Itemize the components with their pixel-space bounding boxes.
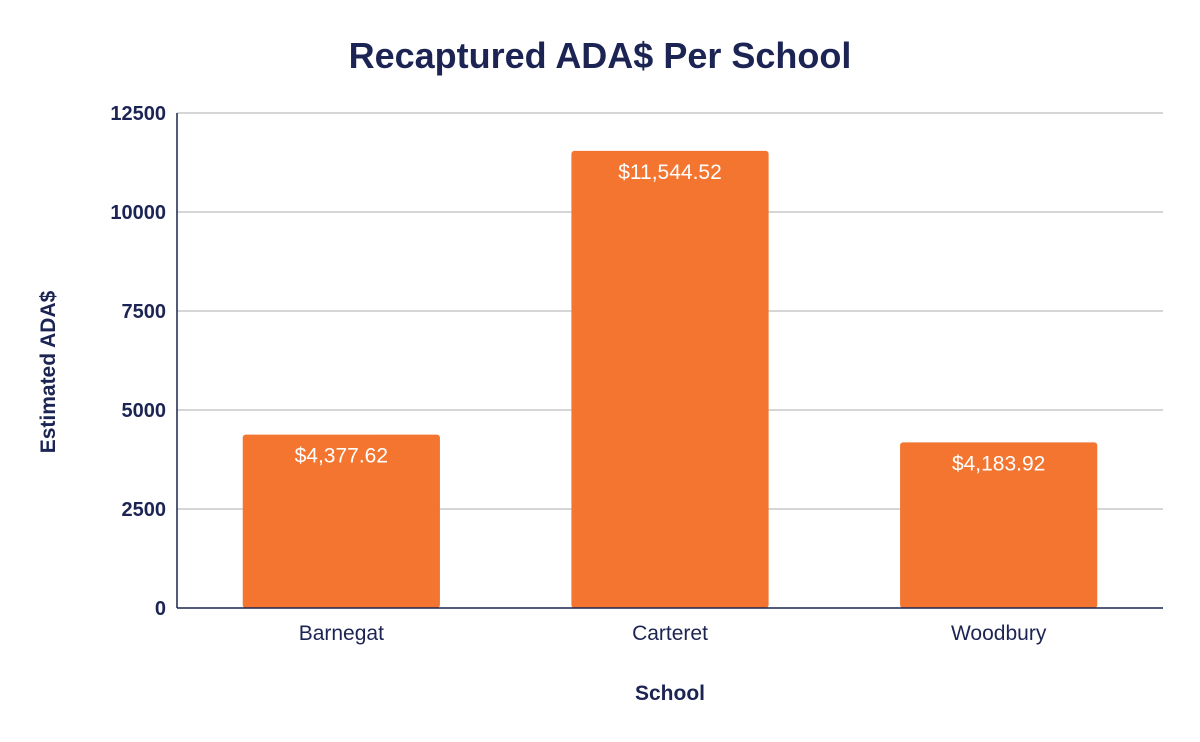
y-axis-title: Estimated ADA$ — [37, 290, 60, 453]
data-label-carteret: $11,544.52 — [618, 161, 722, 184]
y-tick-label: 0 — [155, 598, 166, 620]
x-tick-label: Woodbury — [951, 622, 1047, 645]
data-labels: $4,377.62 $11,544.52 $4,183.92 — [295, 161, 1046, 475]
y-tick-label: 12500 — [110, 103, 166, 125]
bar-woodbury — [900, 442, 1098, 608]
bars — [242, 150, 1098, 608]
data-label-barnegat: $4,377.62 — [295, 445, 388, 468]
y-tick-label: 7500 — [122, 301, 167, 323]
y-tick-label: 2500 — [122, 499, 167, 521]
y-axis-ticks: 0 2500 5000 7500 10000 12500 — [110, 103, 166, 620]
data-label-woodbury: $4,183.92 — [952, 452, 1045, 475]
bar-barnegat — [242, 434, 440, 608]
y-tick-label: 5000 — [122, 400, 167, 422]
chart-title: Recaptured ADA$ Per School — [349, 35, 852, 76]
x-tick-label: Barnegat — [299, 622, 384, 645]
x-axis-title: School — [635, 682, 705, 705]
bar-carteret — [571, 150, 769, 608]
y-tick-label: 10000 — [110, 202, 166, 224]
x-tick-label: Carteret — [632, 622, 708, 645]
x-axis-ticks: Barnegat Carteret Woodbury — [299, 622, 1047, 645]
